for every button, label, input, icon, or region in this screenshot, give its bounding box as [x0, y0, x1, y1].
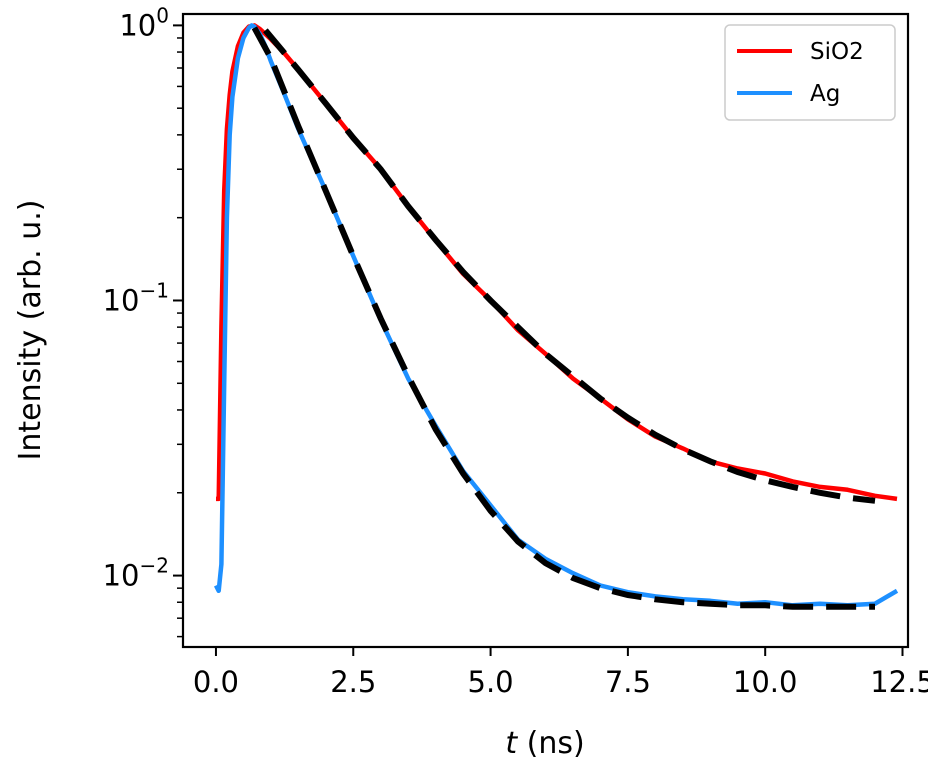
- legend: SiO2 Ag: [724, 24, 896, 121]
- y-tick-label: 10−1: [103, 278, 169, 317]
- fit-curve-1: [263, 28, 876, 504]
- y-tick-label: 10−2: [103, 554, 169, 593]
- plot-area: [213, 23, 899, 610]
- y-tick-label: 100: [119, 3, 169, 42]
- x-axis-label-unit: (ns): [517, 726, 585, 761]
- x-axis-label: t (ns): [505, 726, 584, 761]
- x-tick-label: 5.0: [468, 665, 514, 699]
- x-tick-label: 2.5: [330, 665, 376, 699]
- fit-curve-2: [251, 26, 875, 610]
- legend-label-sio2: SiO2: [810, 39, 864, 65]
- legend-label-ag: Ag: [810, 81, 840, 107]
- y-axis-label: Intensity (arb. u.): [13, 200, 48, 461]
- x-tick-label: 10.0: [733, 665, 798, 699]
- x-axis-label-symbol: t: [505, 726, 518, 761]
- legend-box: [724, 24, 896, 121]
- x-tick-label: 12.5: [870, 665, 928, 699]
- axis-ticks: 0.0 2.5 5.0 7.5 10.0 12.5 10−2 10−1 100: [103, 3, 928, 699]
- x-tick-label: 0.0: [193, 665, 239, 699]
- x-tick-label: 7.5: [605, 665, 651, 699]
- plot-frame: [181, 12, 910, 649]
